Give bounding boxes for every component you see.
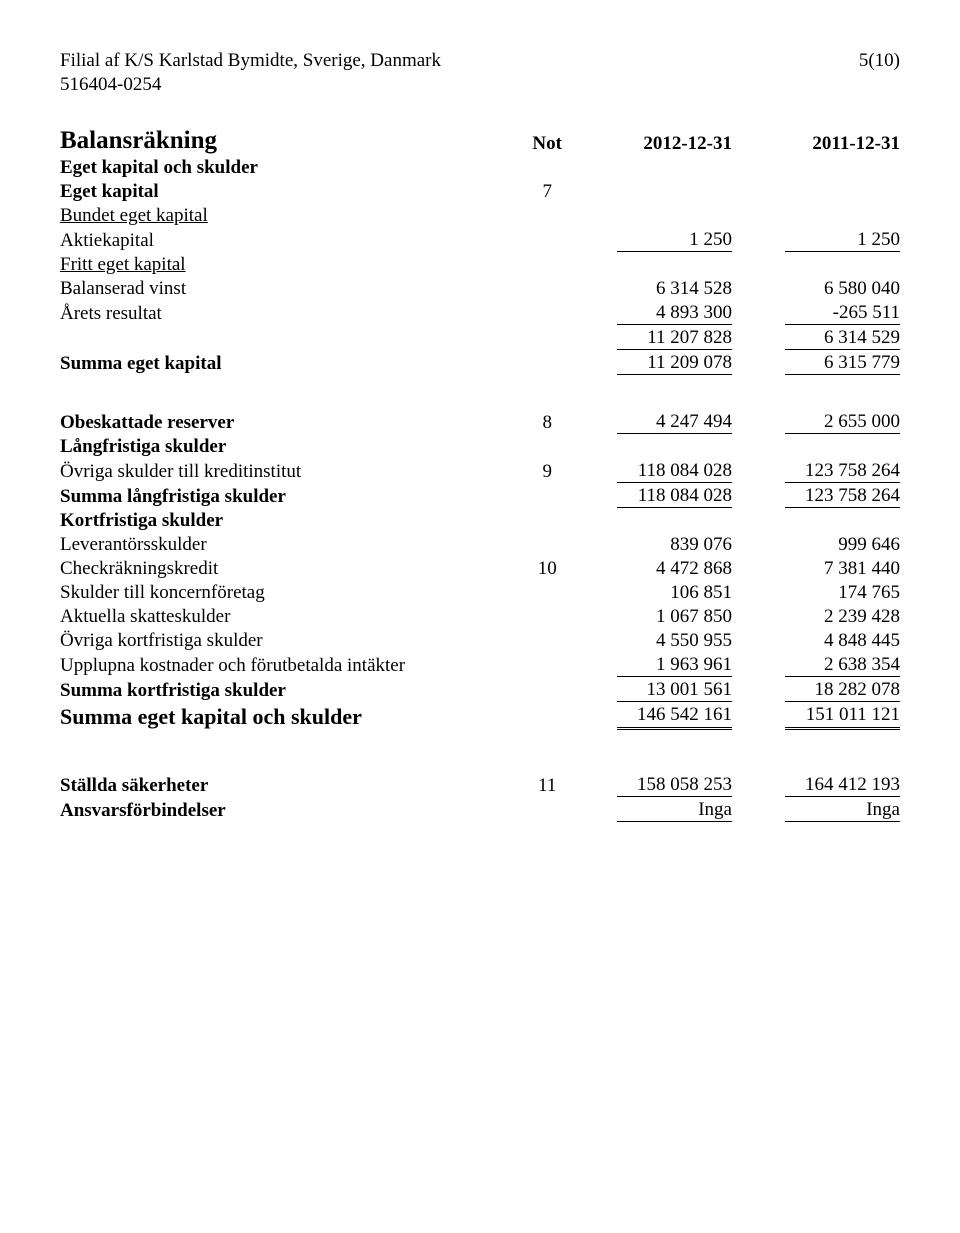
section-title: Balansräkning (60, 127, 217, 154)
uppl-v2: 2 638 354 (785, 654, 900, 677)
row-konc: Skulder till koncernföretag 106 851 174 … (60, 581, 900, 605)
aretsres-v1: 4 893 300 (617, 302, 732, 325)
summa-all-v2: 151 011 121 (785, 704, 900, 730)
company-block: Filial af K/S Karlstad Bymidte, Sverige,… (60, 50, 441, 96)
uppl-l: Upplupna kostnader och förutbetalda intä… (60, 653, 522, 678)
bundet-h: Bundet eget kapital (60, 204, 522, 228)
frittsum-v1: 11 207 828 (617, 327, 732, 350)
kort-h: Kortfristiga skulder (60, 509, 522, 533)
row-ansvar: Ansvarsförbindelser Inga Inga (60, 798, 900, 823)
lang-h: Långfristiga skulder (60, 435, 522, 459)
konc-v2: 174 765 (785, 582, 900, 604)
stallda-v1: 158 058 253 (617, 774, 732, 797)
summa-eget-v2: 6 315 779 (785, 352, 900, 375)
check-v2: 7 381 440 (785, 558, 900, 580)
obesk-n: 8 (522, 410, 572, 435)
lev-v2: 999 646 (785, 534, 900, 556)
summa-all-l: Summa eget kapital och skulder (60, 704, 362, 729)
eget-kapital-skulder-h: Eget kapital och skulder (60, 156, 522, 180)
aktiekapital-v2: 1 250 (785, 229, 900, 252)
page-number: 5(10) (859, 50, 900, 72)
stallda-v2: 164 412 193 (785, 774, 900, 797)
lev-v1: 839 076 (617, 534, 732, 556)
row-check: Checkräkningskredit 10 4 472 868 7 381 4… (60, 557, 900, 581)
row-obeskattade: Obeskattade reserver 8 4 247 494 2 655 0… (60, 410, 900, 435)
aretsres-v2: -265 511 (785, 302, 900, 325)
summa-all-v1: 146 542 161 (617, 704, 732, 730)
row-uppl: Upplupna kostnader och förutbetalda intä… (60, 653, 900, 678)
ansvar-v1: Inga (617, 799, 732, 822)
row-arets-resultat: Årets resultat 4 893 300 -265 511 (60, 301, 900, 326)
ovrk-v1: 4 550 955 (617, 630, 732, 652)
summa-eget-l: Summa eget kapital (60, 351, 522, 376)
konc-l: Skulder till koncernföretag (60, 581, 522, 605)
aktiekapital-l: Aktiekapital (60, 228, 522, 253)
col-year2: 2011-12-31 (732, 126, 900, 156)
row-summa-kort: Summa kortfristiga skulder 13 001 561 18… (60, 678, 900, 703)
page-header: Filial af K/S Karlstad Bymidte, Sverige,… (60, 50, 900, 96)
stallda-n: 11 (522, 773, 572, 798)
summa-lang-v1: 118 084 028 (617, 485, 732, 508)
konc-v1: 106 851 (617, 582, 732, 604)
fritt-h: Fritt eget kapital (60, 253, 522, 277)
uppl-v1: 1 963 961 (617, 654, 732, 677)
summa-kort-v1: 13 001 561 (617, 679, 732, 702)
row-akt: Aktuella skatteskulder 1 067 850 2 239 4… (60, 605, 900, 629)
summa-eget-v1: 11 209 078 (617, 352, 732, 375)
lev-l: Leverantörsskulder (60, 533, 522, 557)
col-year1: 2012-12-31 (572, 126, 732, 156)
row-ovr-k: Övriga kortfristiga skulder 4 550 955 4 … (60, 629, 900, 653)
org-number: 516404-0254 (60, 74, 441, 96)
summa-kort-v2: 18 282 078 (785, 679, 900, 702)
ovrk-v2: 4 848 445 (785, 630, 900, 652)
ansvar-l: Ansvarsförbindelser (60, 798, 522, 823)
frittsum-v2: 6 314 529 (785, 327, 900, 350)
balance-sheet-table: Balansräkning Not 2012-12-31 2011-12-31 … (60, 126, 900, 823)
check-n: 10 (522, 557, 572, 581)
check-v1: 4 472 868 (617, 558, 732, 580)
aretsres-l: Årets resultat (60, 301, 522, 326)
row-summa-eget: Summa eget kapital 11 209 078 6 315 779 (60, 351, 900, 376)
summa-kort-l: Summa kortfristiga skulder (60, 678, 522, 703)
balvinst-v1: 6 314 528 (617, 278, 732, 300)
row-ovriga-kredit: Övriga skulder till kreditinstitut 9 118… (60, 459, 900, 484)
col-note: Not (522, 126, 572, 156)
obesk-l: Obeskattade reserver (60, 410, 522, 435)
stallda-l: Ställda säkerheter (60, 773, 522, 798)
row-summa-lang: Summa långfristiga skulder 118 084 028 1… (60, 484, 900, 509)
balvinst-l: Balanserad vinst (60, 277, 522, 301)
akt-v1: 1 067 850 (617, 606, 732, 628)
row-fritt-sum: 11 207 828 6 314 529 (60, 326, 900, 351)
eget-kapital-note: 7 (522, 180, 572, 204)
ovriga-kr-v1: 118 084 028 (617, 460, 732, 483)
summa-lang-l: Summa långfristiga skulder (60, 484, 522, 509)
balvinst-v2: 6 580 040 (785, 278, 900, 300)
ovriga-kr-v2: 123 758 264 (785, 460, 900, 483)
akt-v2: 2 239 428 (785, 606, 900, 628)
ovrk-l: Övriga kortfristiga skulder (60, 629, 522, 653)
row-summa-all: Summa eget kapital och skulder 146 542 1… (60, 703, 900, 731)
aktiekapital-v1: 1 250 (617, 229, 732, 252)
summa-lang-v2: 123 758 264 (785, 485, 900, 508)
ovriga-kr-l: Övriga skulder till kreditinstitut (60, 459, 522, 484)
obesk-v2: 2 655 000 (785, 411, 900, 434)
obesk-v1: 4 247 494 (617, 411, 732, 434)
row-aktiekapital: Aktiekapital 1 250 1 250 (60, 228, 900, 253)
row-stallda: Ställda säkerheter 11 158 058 253 164 41… (60, 773, 900, 798)
akt-l: Aktuella skatteskulder (60, 605, 522, 629)
eget-kapital-h: Eget kapital (60, 180, 522, 204)
row-balanserad-vinst: Balanserad vinst 6 314 528 6 580 040 (60, 277, 900, 301)
check-l: Checkräkningskredit (60, 557, 522, 581)
row-lev: Leverantörsskulder 839 076 999 646 (60, 533, 900, 557)
ansvar-v2: Inga (785, 799, 900, 822)
company-name: Filial af K/S Karlstad Bymidte, Sverige,… (60, 50, 441, 72)
ovriga-kr-n: 9 (522, 459, 572, 484)
